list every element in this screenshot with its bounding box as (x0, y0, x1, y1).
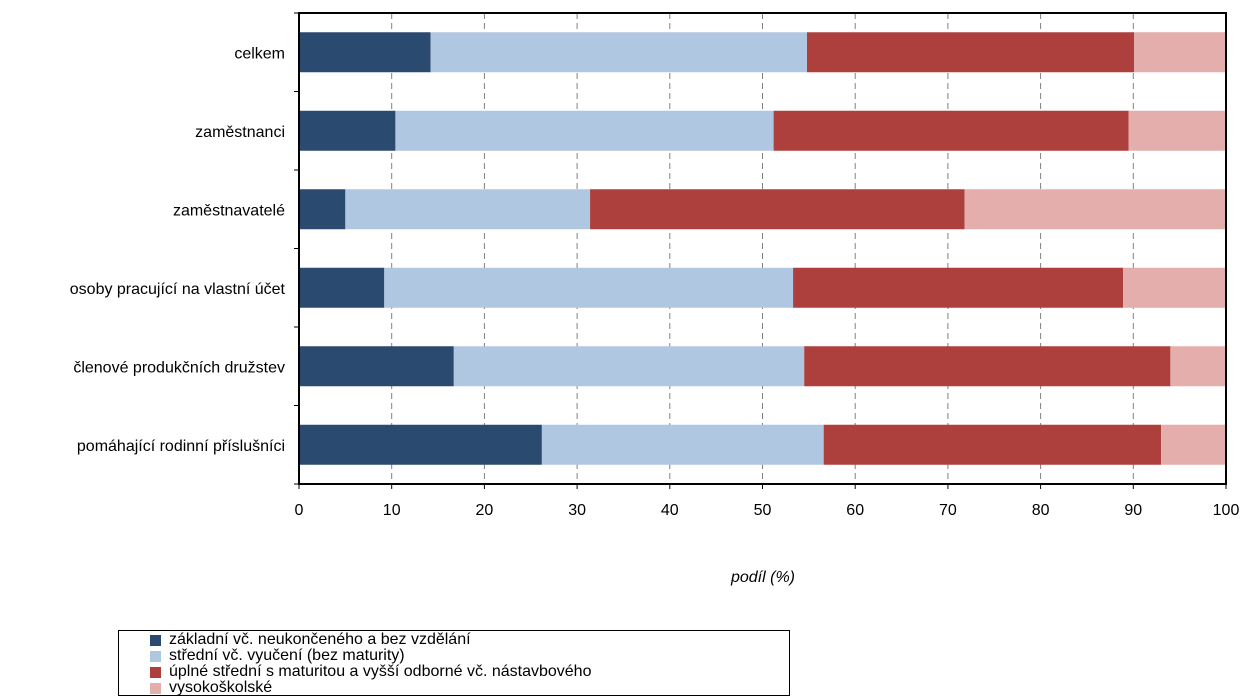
stacked-bar-chart: celkem zaměstnanci zaměstnavatelé osoby pra… (70, 12, 1240, 586)
legend: základní vč. neukončeného a bez vzdělání… (118, 630, 790, 696)
x-tick-label: 90 (1124, 502, 1142, 519)
bar-segment (804, 346, 1171, 387)
bar-segment (793, 267, 1124, 308)
bar-segment (1161, 424, 1226, 465)
legend-label: základní vč. neukončeného a bez vzdělání (169, 631, 471, 648)
bar-segment (1170, 346, 1226, 387)
bar-segment (964, 189, 1226, 230)
bar-segment (1128, 110, 1226, 151)
bar-segment (345, 189, 591, 230)
legend-label: střední vč. vyučení (bez maturity) (169, 647, 405, 664)
x-tick-label: 60 (846, 502, 864, 519)
bar-segment (773, 110, 1129, 151)
legend-item: úplné střední s maturitou a vyšší odborn… (150, 663, 592, 680)
x-tick-label: 100 (1213, 502, 1240, 519)
bar-segment (395, 110, 774, 151)
legend-label: vysokoškolské (169, 679, 273, 696)
bar-segment (299, 189, 346, 230)
x-tick-label: 20 (476, 502, 494, 519)
y-tick-label: členové produkčních družstev (73, 359, 285, 376)
legend-swatch (150, 682, 161, 694)
legend-swatch (150, 650, 161, 662)
bar-segment (384, 267, 794, 308)
y-tick-label: zaměstnanci (195, 124, 285, 141)
y-tick-label: osoby pracující na vlastní účet (70, 281, 286, 298)
x-tick-label: 50 (754, 502, 772, 519)
x-axis: 0 10 20 30 40 50 60 70 80 90 100 (295, 484, 1240, 519)
bar-segment (299, 267, 385, 308)
legend-item: vysokoškolské (150, 679, 273, 696)
bar-segment (1123, 267, 1226, 308)
gridlines (391, 13, 1134, 484)
bar-segment (453, 346, 805, 387)
x-axis-title: podíl (%) (730, 569, 795, 586)
x-tick-label: 10 (383, 502, 401, 519)
bar-segment (823, 424, 1162, 465)
x-tick-label: 40 (661, 502, 679, 519)
bar-segment (541, 424, 824, 465)
bar-segment (1134, 32, 1226, 73)
legend-swatch (150, 634, 161, 646)
bar-segment (299, 110, 396, 151)
y-tick-label: zaměstnavatelé (173, 202, 285, 219)
x-tick-label: 0 (295, 502, 304, 519)
x-tick-label: 70 (939, 502, 957, 519)
legend-label: úplné střední s maturitou a vyšší odborn… (169, 663, 592, 680)
x-tick-label: 80 (1032, 502, 1050, 519)
legend-item: základní vč. neukončeného a bez vzdělání (150, 631, 471, 648)
y-tick-label: pomáhající rodinní příslušníci (77, 438, 285, 455)
x-tick-label: 30 (568, 502, 586, 519)
bar-segment (299, 346, 454, 387)
bar-segment (299, 32, 431, 73)
legend-swatch (150, 666, 161, 678)
bar-segment (430, 32, 807, 73)
legend-item: střední vč. vyučení (bez maturity) (150, 647, 405, 664)
bar-segment (590, 189, 965, 230)
y-tick-label: celkem (234, 45, 285, 62)
bars (299, 32, 1226, 465)
y-axis: celkem zaměstnanci zaměstnavatelé osoby pra… (70, 12, 299, 485)
bar-segment (806, 32, 1135, 73)
bar-segment (299, 424, 542, 465)
